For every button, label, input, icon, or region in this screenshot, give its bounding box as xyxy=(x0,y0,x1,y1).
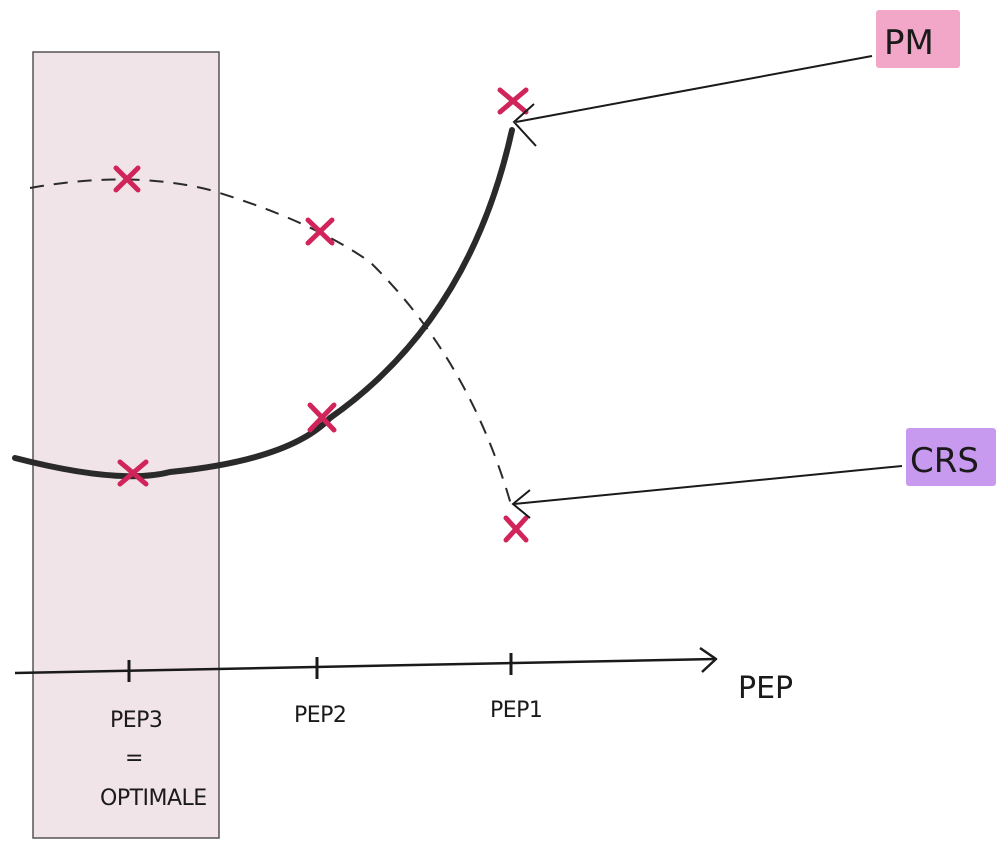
pm-marker-pep3 xyxy=(117,459,149,487)
crs-marker-pep2 xyxy=(305,217,335,246)
crs-legend-highlight xyxy=(906,428,996,486)
x-axis-name: PEP xyxy=(738,671,793,706)
crs-pointer-line xyxy=(513,465,903,505)
optimal-equals-label: = xyxy=(125,746,143,771)
x-axis-arrowhead xyxy=(699,646,718,673)
crs-marker-pep1 xyxy=(503,515,529,543)
crs-legend-label: CRS xyxy=(910,441,979,481)
pm-curve xyxy=(12,127,515,480)
pm-legend-label: PM xyxy=(884,23,934,63)
pm-marker-pep2 xyxy=(307,402,337,433)
pm-pointer-arrowhead xyxy=(512,103,537,147)
optimal-label: OPTIMALE xyxy=(100,786,207,811)
pm-marker-pep1 xyxy=(497,87,529,115)
tick-label-pep1: PEP1 xyxy=(490,698,542,723)
crs-pointer-arrowhead xyxy=(511,489,531,519)
crs-marker-pep3 xyxy=(113,165,141,193)
tick-label-pep2: PEP2 xyxy=(294,703,346,728)
tick-label-pep3: PEP3 xyxy=(110,708,162,733)
x-axis-line xyxy=(14,657,716,675)
pm-legend-highlight xyxy=(876,10,960,68)
pm-pointer-line xyxy=(515,55,873,123)
